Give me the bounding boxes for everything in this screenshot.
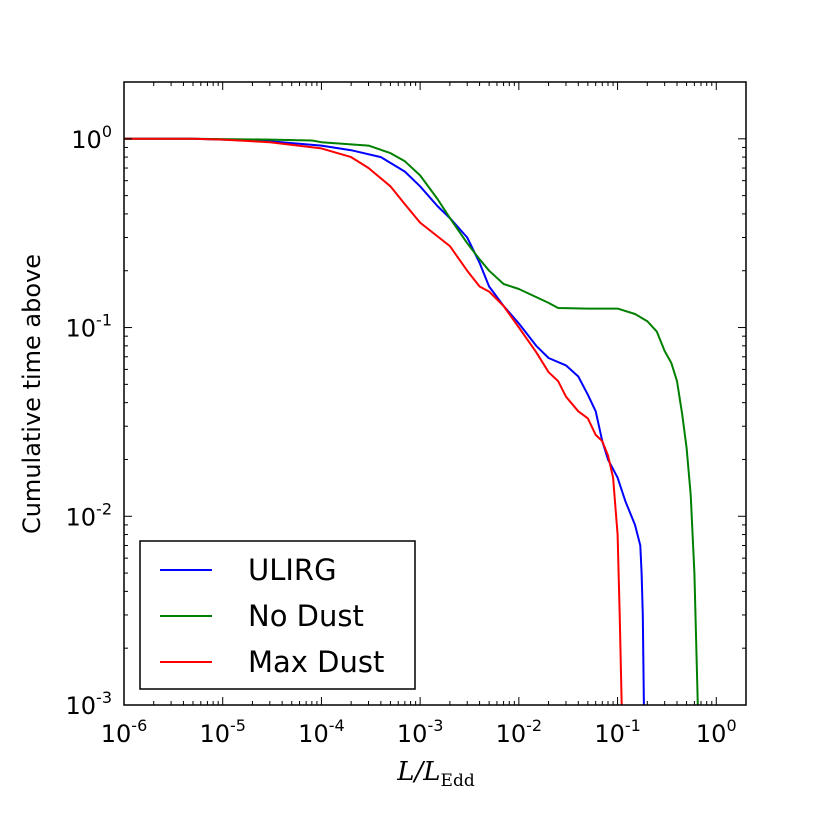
x-tick-base: 10 [397, 720, 428, 748]
x-tick-base: 10 [594, 720, 625, 748]
series-line-no-dust [124, 137, 699, 706]
ticks-layer [123, 81, 747, 706]
x-tick-exponent: -6 [131, 716, 147, 735]
x-axis-label-main: L/L [396, 757, 440, 787]
x-tick-label: 10-4 [298, 716, 345, 748]
x-tick-label: 100 [696, 716, 737, 748]
series-layer [124, 137, 699, 706]
plot-frame [123, 81, 747, 706]
y-tick-exponent: 0 [102, 122, 112, 141]
x-axis-label-subscript: Edd [441, 771, 475, 791]
x-tick-label: 10-6 [101, 716, 148, 748]
y-tick-label: 10-1 [66, 311, 113, 343]
y-tick-exponent: -2 [96, 499, 112, 518]
x-tick-exponent: -5 [230, 716, 246, 735]
y-axis-label: Cumulative time above [18, 254, 46, 534]
labels-layer: 10-6 10-5 10-4 10-3 10-2 10-1 10010-310-210-11… [66, 122, 737, 748]
x-tick-exponent: -4 [329, 716, 345, 735]
x-tick-exponent: -2 [526, 716, 542, 735]
legend-label-max-dust: Max Dust [248, 645, 384, 679]
series-line-max-dust [124, 137, 623, 706]
x-tick-base: 10 [496, 720, 527, 748]
series-line-ulirg [124, 137, 645, 706]
x-tick-base: 10 [696, 720, 727, 748]
y-tick-base: 10 [66, 692, 97, 720]
x-tick-exponent: -3 [427, 716, 443, 735]
x-tick-exponent: -1 [625, 716, 641, 735]
x-tick-label: 10-2 [496, 716, 543, 748]
x-tick-exponent: 0 [726, 716, 736, 735]
y-tick-label: 10-2 [66, 499, 113, 531]
legend: ULIRG No Dust Max Dust [139, 540, 416, 690]
x-tick-base: 10 [298, 720, 329, 748]
x-tick-label: 10-1 [594, 716, 641, 748]
x-tick-label: 10-3 [397, 716, 444, 748]
y-tick-label: 10-3 [66, 688, 113, 720]
y-tick-base: 10 [66, 503, 97, 531]
y-tick-base: 10 [66, 315, 97, 343]
legend-label-no-dust: No Dust [248, 599, 364, 633]
y-tick-label: 100 [71, 122, 112, 154]
x-tick-base: 10 [101, 720, 132, 748]
y-tick-base: 10 [71, 126, 102, 154]
y-tick-exponent: -1 [96, 311, 112, 330]
x-tick-label: 10-5 [199, 716, 246, 748]
x-axis-label: L/LEdd [396, 757, 475, 791]
y-tick-exponent: -3 [96, 688, 112, 707]
x-tick-base: 10 [199, 720, 230, 748]
legend-label-ulirg: ULIRG [248, 553, 337, 587]
